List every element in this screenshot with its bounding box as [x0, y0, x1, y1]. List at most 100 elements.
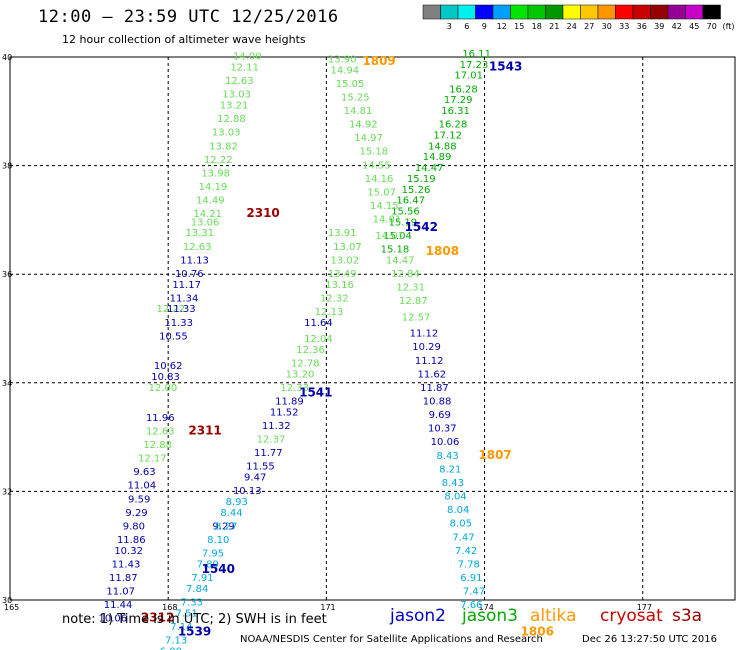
legend-altika: altika [530, 606, 577, 626]
lon-tick-label: 174 [479, 603, 494, 612]
wave-height-value: 11.96 [146, 413, 175, 424]
wave-height-value: 13.90 [328, 54, 357, 65]
wave-height-value: 7.91 [191, 573, 213, 584]
wave-height-value: 12.22 [156, 304, 185, 315]
wave-height-value: 9.59 [128, 494, 150, 505]
wave-height-value: 15.04 [383, 231, 412, 242]
wave-height-value: 8.04 [444, 492, 466, 503]
wave-height-value: 8.93 [226, 497, 248, 508]
colorbar-swatch [702, 4, 721, 20]
wave-height-value: 16.31 [441, 106, 470, 117]
wave-height-value: 8.27 [215, 521, 237, 532]
wave-height-value: 7.66 [460, 600, 482, 611]
wave-height-value: 12.33 [280, 383, 309, 394]
wave-height-value: 7.51 [176, 608, 198, 619]
wave-height-value: 14.01 [375, 231, 404, 242]
wave-height-value: 7.47 [463, 587, 485, 598]
colorbar-swatch [440, 4, 459, 20]
generated-date: Dec 26 13:27:50 UTC 2016 [582, 634, 717, 645]
colorbar-swatch [632, 4, 651, 20]
wave-height-value: 15.18 [381, 244, 410, 255]
wave-height-value: 14.89 [423, 152, 452, 163]
wave-height-value: 6.00 [160, 646, 182, 650]
wave-height-value: 12.31 [396, 282, 425, 293]
pass-time-label: 1809 [362, 54, 395, 68]
wave-height-value: 10.13 [233, 486, 262, 497]
wave-height-value: 10.76 [175, 269, 204, 280]
wave-height-value: 9.80 [123, 521, 145, 532]
wave-height-value: 11.33 [167, 304, 196, 315]
colorbar-swatch [510, 4, 529, 20]
lon-tick-label: 177 [637, 603, 652, 612]
wave-height-value: 11.43 [112, 559, 141, 570]
wave-height-value: 8.21 [439, 464, 461, 475]
wave-height-value: 10.37 [428, 424, 457, 435]
pass-time-label: 2312 [141, 611, 174, 625]
wave-height-value: 16.47 [396, 196, 425, 207]
wave-height-value: 12.17 [138, 454, 167, 465]
colorbar-swatch [650, 4, 669, 20]
wave-height-value: 14.97 [354, 133, 383, 144]
lat-tick-label: 30 [2, 596, 12, 605]
wave-height-value: 14.55 [362, 160, 391, 171]
colorbar-unit: (ft) [723, 22, 735, 31]
colorbar-swatch [667, 4, 686, 20]
wave-height-value: 15.19 [407, 174, 436, 185]
wave-height-value: 9.69 [429, 410, 451, 421]
wave-height-value: 8.04 [447, 505, 469, 516]
colorbar-label: 36 [637, 22, 647, 31]
wave-height-value: 13.91 [328, 228, 357, 239]
colorbar-swatch [527, 4, 546, 20]
colorbar-label: 39 [654, 22, 664, 31]
pass-time-label: 1539 [178, 624, 211, 638]
wave-height-value: 7.42 [455, 546, 477, 557]
wave-height-value: 7.89 [197, 559, 219, 570]
colorbar-label: 70 [707, 22, 717, 31]
wave-height-value: 12.63 [225, 76, 254, 87]
units-note: note: 1) Time is in UTC; 2) SWH is in fe… [62, 612, 327, 627]
wave-height-value: 9.29 [125, 508, 147, 519]
wave-height-value: 12.37 [257, 435, 286, 446]
colorbar-swatch [685, 4, 704, 20]
wave-height-value: 9.63 [133, 467, 155, 478]
wave-height-value: 11.13 [180, 255, 209, 266]
wave-height-value: 14.94 [330, 65, 359, 76]
colorbar-label: 45 [689, 22, 699, 31]
wave-height-value: 13.02 [330, 255, 359, 266]
wave-height-value: 12.11 [230, 63, 259, 74]
wave-height-value: 14.88 [428, 141, 457, 152]
wave-height-value: 13.03 [212, 128, 241, 139]
wave-height-value: 12.78 [291, 359, 320, 370]
wave-height-value: 8.05 [450, 519, 472, 530]
wave-height-value: 9.29 [212, 521, 234, 532]
wave-height-value: 16.28 [449, 84, 478, 95]
wave-height-value: 14.47 [415, 163, 444, 174]
wave-height-value: 13.21 [220, 101, 249, 112]
page-title: 12:00 – 23:59 UTC 12/25/2016 [38, 7, 339, 27]
colorbar-swatch [580, 4, 599, 20]
wave-height-value: 11.44 [104, 600, 133, 611]
pass-time-label: 1541 [299, 385, 332, 399]
colorbar-swatch [457, 4, 476, 20]
wave-height-value: 15.07 [367, 187, 396, 198]
wave-height-value: 17.23 [460, 60, 489, 71]
wave-height-value: 7.78 [458, 559, 480, 570]
wave-height-value: 11.55 [246, 462, 275, 473]
wave-height-value: 10.55 [159, 331, 188, 342]
wave-height-value: 12.04 [304, 334, 333, 345]
wave-height-value: 14.01 [373, 215, 402, 226]
wave-height-value: 12.63 [183, 242, 212, 253]
wave-height-value: 15.56 [391, 206, 420, 217]
wave-height-value: 7.84 [186, 584, 208, 595]
wave-height-value: 14.00 [233, 52, 262, 63]
wave-height-value: 8.10 [207, 535, 229, 546]
page-subtitle: 12 hour collection of altimeter wave hei… [62, 33, 306, 46]
wave-height-value: 7.14 [170, 622, 192, 633]
wave-height-value: 11.12 [410, 329, 439, 340]
colorbar-swatch [615, 4, 634, 20]
colorbar-label: 3 [447, 22, 452, 31]
wave-height-value: 8.43 [437, 451, 459, 462]
wave-height-value: 11.87 [109, 573, 138, 584]
wave-height-value: 15.26 [402, 185, 431, 196]
